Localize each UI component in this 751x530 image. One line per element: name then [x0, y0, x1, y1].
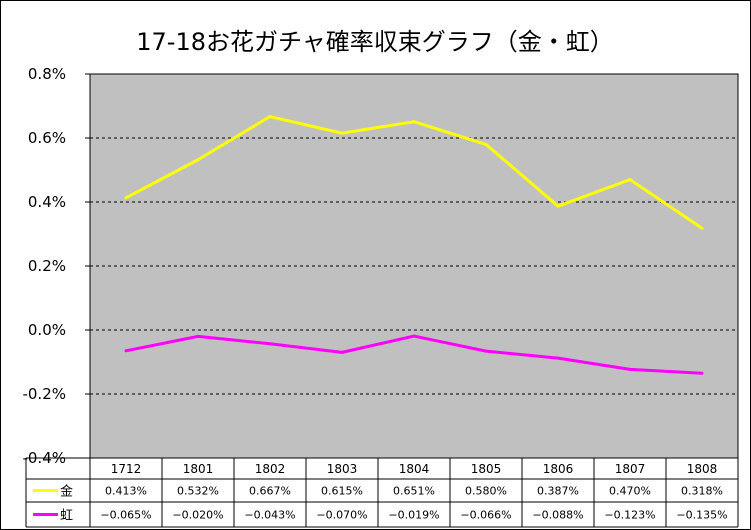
y-tick-label: 0.4%: [28, 193, 66, 211]
y-axis: 0.8%0.6%0.4%0.2%0.0%-0.2%-0.4%: [22, 65, 90, 467]
legend-label: 金: [60, 484, 73, 500]
x-category-label: 1803: [327, 462, 358, 476]
data-label: −0.043%: [244, 509, 295, 522]
x-category-label: 1801: [183, 462, 214, 476]
data-label: −0.135%: [676, 509, 727, 522]
data-point: [124, 196, 128, 200]
data-label: −0.070%: [316, 509, 367, 522]
data-label: 0.580%: [465, 485, 507, 498]
x-category-label: 1802: [255, 462, 286, 476]
data-point: [556, 204, 560, 208]
data-point: [556, 356, 560, 360]
data-point: [484, 142, 488, 146]
x-category-label: 1804: [399, 462, 430, 476]
data-label: 0.667%: [249, 485, 291, 498]
data-label: −0.088%: [532, 509, 583, 522]
data-label: −0.066%: [460, 509, 511, 522]
legend-label: 虹: [60, 509, 73, 524]
data-point: [340, 350, 344, 354]
series-lines: [124, 115, 704, 375]
data-label: 0.413%: [105, 485, 147, 498]
x-category-label: 1712: [111, 462, 142, 476]
data-label: −0.019%: [388, 509, 439, 522]
x-category-label: 1805: [471, 462, 502, 476]
y-tick-label: 0.2%: [28, 257, 66, 275]
data-point: [412, 120, 416, 124]
x-category-label: 1808: [687, 462, 718, 476]
data-label: −0.020%: [172, 509, 223, 522]
plot-area: [89, 73, 739, 459]
data-point: [484, 349, 488, 353]
data-label: 0.615%: [321, 485, 363, 498]
data-point: [700, 226, 704, 230]
data-point: [700, 371, 704, 375]
data-point: [124, 349, 128, 353]
data-label: 0.532%: [177, 485, 219, 498]
data-point: [628, 178, 632, 182]
data-point: [196, 158, 200, 162]
data-point: [412, 334, 416, 338]
data-label: −0.123%: [604, 509, 655, 522]
data-point: [196, 334, 200, 338]
chart-title: 17-18お花ガチャ確率収束グラフ（金・虹）: [136, 28, 614, 56]
data-label: 0.470%: [609, 485, 651, 498]
data-label: 0.387%: [537, 485, 579, 498]
y-tick-label: 0.6%: [28, 129, 66, 147]
data-label: −0.065%: [100, 509, 151, 522]
y-tick-label: 0.0%: [28, 321, 66, 339]
data-point: [268, 342, 272, 346]
x-category-label: 1807: [615, 462, 646, 476]
y-tick-label: 0.8%: [28, 65, 66, 83]
data-point: [628, 367, 632, 371]
data-label: 0.318%: [681, 485, 723, 498]
x-category-label: 1806: [543, 462, 574, 476]
data-point: [268, 115, 272, 119]
y-tick-label: -0.2%: [22, 385, 66, 403]
data-label: 0.651%: [393, 485, 435, 498]
data-table: 1712 1801 1802 1803 1804 1805 1806 1807 1808 金 0.4…: [25, 457, 739, 528]
data-point: [340, 131, 344, 135]
